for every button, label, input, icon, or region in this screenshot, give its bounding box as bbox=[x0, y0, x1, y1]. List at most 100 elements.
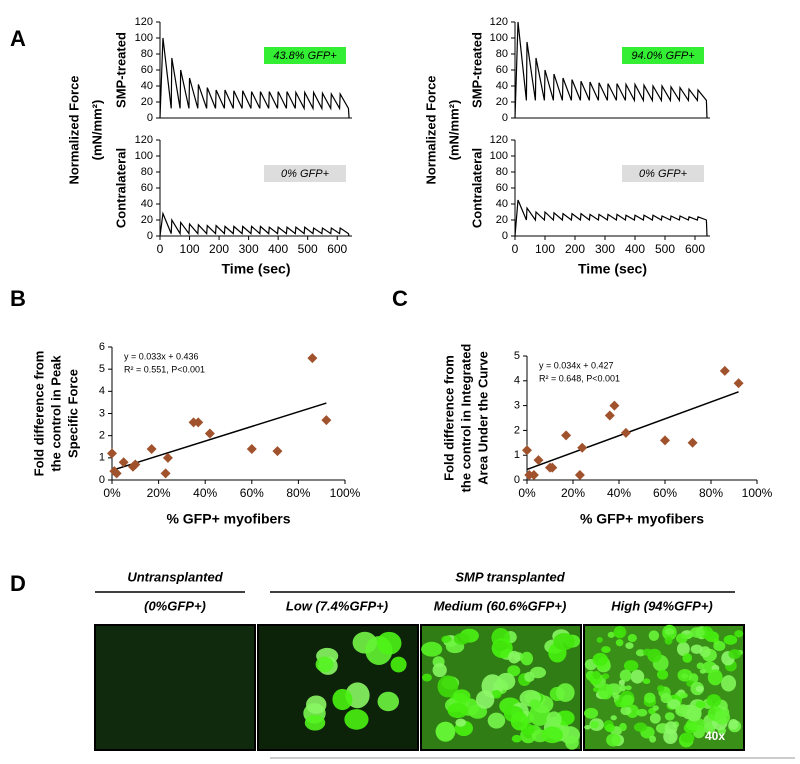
image-caption: (0%GFP+) bbox=[144, 598, 206, 613]
y-tick-label: 100 bbox=[135, 32, 153, 44]
fiber bbox=[618, 679, 625, 686]
fiber bbox=[615, 639, 624, 647]
y-axis-label: Specific Force bbox=[65, 369, 80, 458]
fiber bbox=[304, 714, 326, 731]
fiber bbox=[306, 695, 327, 714]
point bbox=[272, 446, 283, 457]
y-axis-label: Fold difference from bbox=[441, 355, 456, 481]
point bbox=[160, 468, 171, 479]
y-tick-label: 80 bbox=[496, 48, 508, 60]
point bbox=[533, 455, 544, 466]
y-tick-label: 40 bbox=[496, 198, 508, 210]
fiber bbox=[613, 625, 627, 639]
micrographs bbox=[94, 624, 745, 751]
fiber bbox=[660, 693, 672, 704]
fiber bbox=[507, 665, 521, 677]
x-tick-label: 100 bbox=[535, 242, 555, 256]
annotation-box bbox=[264, 47, 346, 64]
point bbox=[547, 462, 558, 473]
y-tick-label: 60 bbox=[496, 64, 508, 76]
x-tick-label: 20% bbox=[561, 486, 585, 500]
x-tick-label: 80% bbox=[286, 486, 310, 500]
shared-y-label: Normalized Force bbox=[66, 75, 81, 184]
panel-label: D bbox=[10, 571, 26, 596]
y-tick-label: 60 bbox=[141, 182, 153, 194]
y-tick-label: 0 bbox=[514, 474, 520, 486]
fiber bbox=[619, 684, 626, 692]
y-tick-label: 120 bbox=[135, 16, 153, 28]
fiber bbox=[601, 646, 611, 653]
fiber bbox=[421, 673, 432, 682]
y-axis-label: Fold difference from bbox=[31, 351, 46, 477]
trendline bbox=[526, 391, 739, 471]
fiber bbox=[664, 636, 673, 645]
y-tick-label: 120 bbox=[490, 134, 508, 146]
point bbox=[609, 400, 620, 411]
fiber bbox=[607, 631, 615, 638]
fiber bbox=[508, 650, 521, 664]
force-trace bbox=[159, 211, 350, 237]
y-tick-label: 3 bbox=[99, 407, 105, 419]
fiber bbox=[728, 718, 739, 730]
y-axis-label: SMP-treated bbox=[469, 32, 484, 108]
fiber bbox=[496, 672, 516, 691]
fiber bbox=[630, 669, 645, 684]
y-tick-label: 20 bbox=[496, 214, 508, 226]
fiber bbox=[447, 702, 468, 719]
x-tick-label: 200 bbox=[209, 242, 229, 256]
statistics: R² = 0.648, P<0.001 bbox=[539, 373, 620, 383]
equation: y = 0.034x + 0.427 bbox=[539, 360, 614, 370]
fiber bbox=[590, 721, 599, 729]
fiber bbox=[623, 660, 639, 672]
x-tick-label: 400 bbox=[625, 242, 645, 256]
x-tick-label: 200 bbox=[565, 242, 585, 256]
fiber bbox=[657, 685, 665, 692]
y-tick-label: 0 bbox=[502, 230, 508, 242]
fiber bbox=[601, 673, 610, 680]
fiber bbox=[648, 630, 660, 641]
shared-y-label: (mN/mm²) bbox=[89, 100, 104, 161]
y-tick-label: 100 bbox=[490, 150, 508, 162]
fiber bbox=[584, 707, 599, 719]
fiber bbox=[529, 699, 541, 710]
point bbox=[162, 452, 173, 463]
y-axis-label: Contralateral bbox=[113, 148, 128, 228]
fiber bbox=[676, 641, 690, 656]
panel-label: A bbox=[10, 26, 26, 51]
image-caption: High (94%GFP+) bbox=[611, 598, 713, 613]
point bbox=[204, 428, 215, 439]
y-tick-label: 1 bbox=[99, 452, 105, 464]
point bbox=[307, 353, 318, 364]
y-tick-label: 0 bbox=[502, 112, 508, 124]
y-tick-label: 6 bbox=[99, 341, 105, 353]
group-title: SMP transplanted bbox=[455, 569, 565, 584]
x-tick-label: 300 bbox=[239, 242, 259, 256]
y-tick-label: 40 bbox=[141, 198, 153, 210]
point bbox=[604, 410, 615, 421]
x-tick-label: 600 bbox=[327, 242, 347, 256]
fiber bbox=[475, 690, 495, 709]
fiber bbox=[565, 735, 579, 750]
fiber bbox=[584, 724, 591, 730]
y-tick-label: 40 bbox=[496, 80, 508, 92]
y-tick-label: 5 bbox=[514, 350, 520, 362]
x-tick-label: 500 bbox=[655, 242, 675, 256]
fiber bbox=[690, 644, 703, 654]
fiber bbox=[625, 685, 632, 691]
force-trace bbox=[159, 37, 350, 119]
point bbox=[574, 470, 585, 481]
fiber bbox=[606, 733, 621, 747]
fiber bbox=[681, 673, 689, 679]
shared-y-label: Normalized Force bbox=[423, 75, 438, 184]
fiber bbox=[492, 640, 508, 652]
point bbox=[522, 445, 532, 456]
point bbox=[660, 435, 670, 446]
fiber bbox=[714, 709, 731, 725]
x-axis-label: Time (sec) bbox=[222, 261, 291, 277]
fiber bbox=[699, 668, 707, 674]
point bbox=[528, 470, 539, 481]
fiber bbox=[592, 670, 601, 680]
fiber bbox=[453, 689, 471, 704]
fiber bbox=[524, 671, 535, 682]
